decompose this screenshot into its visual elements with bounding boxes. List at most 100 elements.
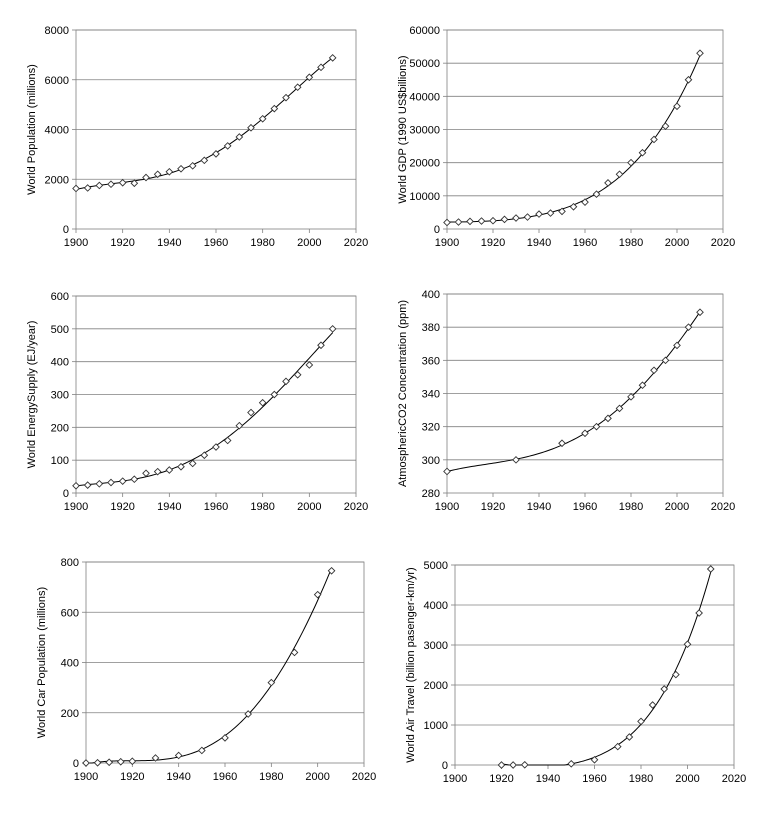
data-point	[258, 114, 267, 123]
y-tick-label: 1000	[424, 720, 448, 732]
data-point	[328, 54, 337, 62]
x-tick-label: 1980	[259, 771, 283, 783]
x-tick-label: 1980	[250, 501, 274, 513]
x-tick-label: 1980	[250, 237, 274, 249]
y-tick-label: 400	[61, 658, 79, 670]
data-point	[497, 761, 506, 769]
chart-airtravel: 0 1000 2000 3000 4000 5000 1900 1920 1940 1960 198…	[405, 560, 746, 785]
data-point	[197, 746, 206, 755]
x-tick-label: 1960	[213, 771, 237, 783]
y-tick-label: 320	[422, 422, 440, 434]
data-point	[247, 123, 255, 132]
data-point	[546, 209, 555, 217]
data-point	[267, 678, 276, 687]
y-tick-label: 600	[61, 607, 79, 619]
data-point	[604, 179, 612, 187]
data-point	[581, 429, 589, 438]
data-point	[116, 757, 125, 766]
data-point	[165, 466, 174, 474]
y-tick-label: 20000	[409, 158, 440, 170]
y-axis-label: World EnergySupply (EJ/year)	[26, 321, 38, 469]
data-point	[558, 207, 566, 216]
data-point	[317, 341, 325, 350]
x-tick-label: 2020	[344, 237, 368, 249]
data-point	[200, 156, 209, 165]
y-tick-label: 200	[51, 422, 69, 434]
x-tick-label: 1980	[619, 237, 643, 249]
data-point	[638, 148, 647, 157]
data-point	[83, 481, 92, 489]
x-tick-label: 2020	[711, 501, 735, 513]
x-tick-label: 2000	[297, 237, 321, 249]
y-tick-label: 280	[422, 488, 440, 500]
data-point	[153, 170, 162, 179]
y-axis-label: World Population (millions)	[26, 64, 38, 195]
data-point	[592, 422, 601, 431]
data-point	[696, 49, 704, 58]
data-point	[72, 481, 80, 490]
data-point	[107, 180, 115, 189]
data-point	[477, 217, 486, 225]
chart-cars: 0 200 400 600 800 1900 1920 1940 1960 1980 2000 202…	[36, 557, 376, 783]
y-tick-label: 3000	[424, 640, 448, 652]
data-point	[290, 648, 299, 657]
y-tick-label: 30000	[409, 125, 440, 137]
data-point	[650, 135, 658, 144]
data-point	[151, 754, 160, 762]
y-axis-label: World GDP (1990 US$billions)	[397, 55, 409, 203]
y-tick-label: 0	[442, 760, 448, 772]
x-tick-label: 1900	[64, 501, 88, 513]
y-tick-label: 8000	[45, 25, 69, 37]
y-tick-label: 400	[422, 289, 440, 301]
data-point	[282, 377, 290, 386]
data-point	[443, 467, 451, 476]
data-point	[661, 356, 670, 365]
data-point	[317, 63, 325, 72]
data-point	[567, 759, 576, 768]
data-point	[443, 218, 451, 227]
data-point	[235, 421, 244, 430]
data-point	[270, 104, 279, 113]
x-tick-label: 2000	[305, 771, 329, 783]
y-tick-label: 50000	[409, 58, 440, 70]
y-tick-label: 0	[63, 224, 69, 236]
data-point	[604, 414, 612, 423]
data-point	[592, 190, 601, 199]
y-tick-label: 300	[422, 455, 440, 467]
trend-line	[446, 311, 701, 472]
y-tick-label: 200	[61, 708, 79, 720]
x-tick-label: 1920	[110, 501, 134, 513]
x-tick-label: 2000	[297, 501, 321, 513]
data-point	[683, 640, 692, 649]
x-tick-label: 1980	[619, 501, 643, 513]
x-tick-label: 1900	[64, 237, 88, 249]
y-tick-label: 400	[51, 357, 69, 369]
y-tick-label: 0	[434, 224, 440, 236]
x-tick-label: 1960	[204, 501, 228, 513]
data-point	[500, 215, 509, 224]
chart-co2: 280 300 320 340 360 380 400 1900 1920 1940 1960 198…	[397, 289, 735, 513]
x-tick-label: 2020	[722, 773, 746, 785]
x-tick-label: 1960	[204, 237, 228, 249]
x-tick-label: 1920	[110, 237, 134, 249]
data-point	[650, 366, 658, 375]
data-point	[672, 670, 680, 679]
data-point	[130, 475, 139, 484]
x-tick-label: 2020	[711, 237, 735, 249]
x-tick-label: 1940	[157, 501, 181, 513]
data-point	[638, 381, 647, 390]
data-point	[327, 566, 336, 575]
data-point	[142, 173, 150, 182]
y-tick-label: 2000	[424, 680, 448, 692]
data-point	[177, 164, 185, 173]
data-point	[130, 179, 139, 188]
data-point	[523, 213, 532, 221]
data-point	[535, 210, 543, 218]
y-tick-label: 6000	[45, 75, 69, 87]
data-point	[489, 216, 497, 225]
x-tick-label: 1920	[120, 771, 144, 783]
x-tick-label: 1900	[435, 501, 459, 513]
x-tick-label: 1940	[527, 237, 551, 249]
y-tick-label: 600	[51, 291, 69, 303]
data-point	[83, 184, 92, 192]
